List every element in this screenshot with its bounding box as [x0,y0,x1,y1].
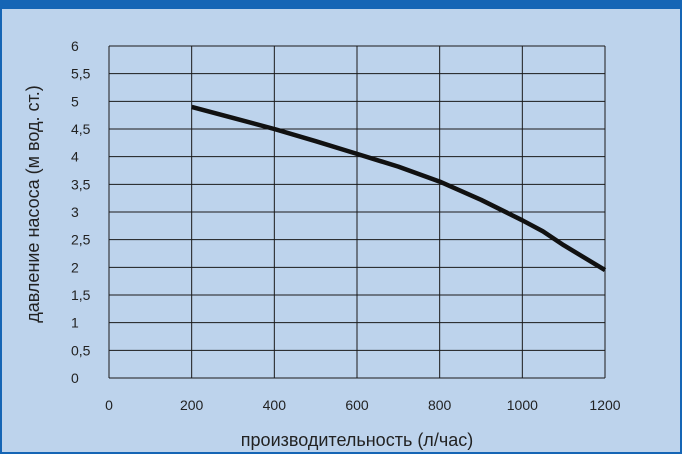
y-tick-label: 2,5 [71,232,91,248]
tick-labels: 0 0,5 1 1,5 2 2,5 3 3,5 4 4,5 5 5,5 6 0 200 400 600 800 10… [71,38,621,413]
y-tick-label: 0 [71,370,79,386]
y-tick-label: 5 [71,93,79,109]
x-tick-label: 800 [428,397,452,413]
series-line [191,104,607,273]
y-tick-label: 4,5 [71,121,91,137]
grid-layer [108,45,606,379]
x-tick-label: 600 [345,397,369,413]
top-accent-bar [2,0,682,9]
y-tick-label: 1,5 [71,287,91,303]
x-tick-label: 1200 [589,397,620,413]
x-tick-label: 0 [105,397,113,413]
y-tick-label: 4 [71,149,79,165]
y-tick-label: 3 [71,204,79,220]
series-layer [191,104,607,273]
y-tick-label: 0,5 [71,342,91,358]
y-tick-label: 3,5 [71,176,91,192]
y-tick-label: 1 [71,315,79,331]
y-axis-title: давление насоса (м вод. ст.) [23,85,43,322]
y-tick-label: 6 [71,38,79,54]
x-tick-label: 1000 [507,397,538,413]
x-axis-title: производительность (л/час) [241,430,473,450]
y-tick-label: 2 [71,259,79,275]
y-tick-label: 5,5 [71,66,91,82]
x-tick-label: 200 [180,397,204,413]
x-tick-label: 400 [263,397,287,413]
